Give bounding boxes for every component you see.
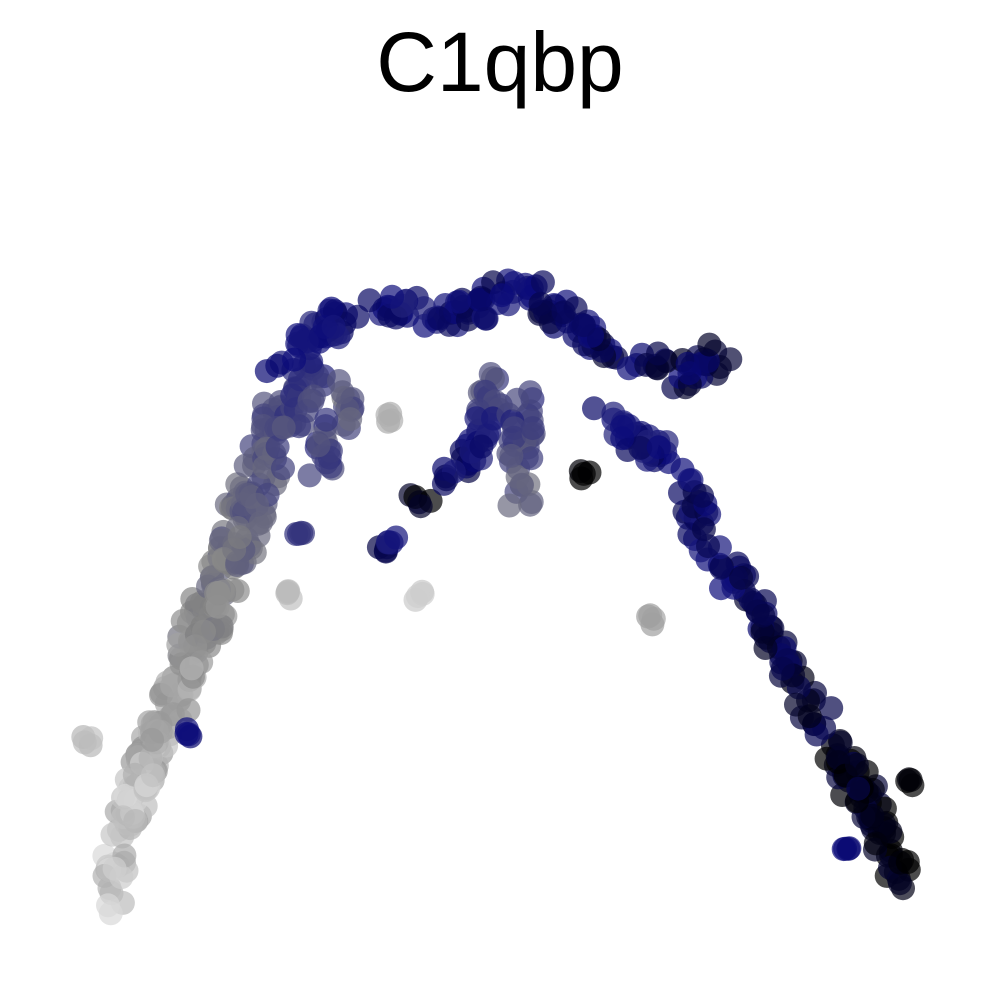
cell-point-781 bbox=[289, 520, 314, 545]
cell-point-291 bbox=[160, 702, 185, 727]
cell-point-648 bbox=[646, 435, 671, 460]
cell-point-735 bbox=[408, 494, 433, 519]
cell-point-311 bbox=[265, 434, 290, 459]
chart-title: C1qbp bbox=[376, 15, 624, 109]
cell-point-805 bbox=[577, 460, 602, 485]
cell-point-775 bbox=[520, 416, 545, 441]
cell-point-314 bbox=[140, 763, 165, 788]
cell-point-766 bbox=[497, 493, 522, 518]
cell-point-485 bbox=[697, 332, 722, 357]
cell-point-693 bbox=[338, 407, 363, 432]
cell-point-544 bbox=[819, 696, 844, 721]
cell-point-218 bbox=[113, 783, 138, 808]
cell-point-756 bbox=[518, 492, 543, 517]
cell-point-770 bbox=[501, 425, 526, 450]
cell-point-484 bbox=[357, 288, 382, 313]
cell-point-825 bbox=[72, 730, 97, 755]
cell-point-159 bbox=[102, 856, 127, 881]
cell-point-315 bbox=[140, 727, 165, 752]
cell-point-821 bbox=[176, 722, 201, 747]
cell-point-773 bbox=[510, 473, 534, 498]
cell-point-616 bbox=[887, 871, 912, 896]
cell-point-474 bbox=[646, 341, 670, 366]
cell-point-475 bbox=[447, 289, 472, 314]
cell-point-481 bbox=[675, 351, 700, 376]
cell-point-325 bbox=[301, 384, 326, 409]
cell-point-659 bbox=[844, 752, 869, 777]
cell-point-488 bbox=[321, 314, 346, 339]
cell-point-132 bbox=[233, 453, 258, 478]
cell-point-658 bbox=[860, 803, 885, 828]
cell-point-538 bbox=[582, 396, 606, 421]
cell-point-669 bbox=[751, 603, 776, 628]
cell-point-323 bbox=[271, 456, 295, 481]
cell-point-644 bbox=[628, 435, 653, 460]
cell-point-650 bbox=[709, 555, 734, 580]
cell-point-665 bbox=[797, 704, 822, 729]
cell-point-454 bbox=[345, 304, 370, 329]
cell-point-244 bbox=[123, 809, 148, 833]
cell-point-777 bbox=[499, 443, 524, 468]
cell-point-744 bbox=[431, 471, 456, 496]
cell-point-486 bbox=[319, 296, 344, 321]
cell-point-324 bbox=[271, 415, 296, 440]
cell-point-471 bbox=[571, 313, 596, 338]
cell-point-667 bbox=[729, 565, 754, 590]
cell-point-122 bbox=[98, 901, 123, 926]
cell-point-318 bbox=[206, 581, 231, 606]
cell-point-668 bbox=[696, 534, 720, 559]
cell-point-660 bbox=[863, 831, 888, 856]
cell-point-776 bbox=[505, 387, 529, 412]
cell-point-320 bbox=[227, 525, 252, 550]
cell-point-789 bbox=[384, 525, 409, 550]
cell-point-316 bbox=[245, 492, 269, 517]
cell-point-482 bbox=[282, 347, 307, 372]
cell-point-743 bbox=[469, 434, 494, 459]
cell-point-424 bbox=[427, 306, 452, 331]
cell-point-596 bbox=[670, 457, 695, 482]
cell-point-797 bbox=[405, 584, 430, 609]
cell-point-685 bbox=[297, 463, 322, 488]
cell-point-479 bbox=[380, 284, 405, 309]
cell-point-801 bbox=[378, 401, 403, 426]
cell-point-480 bbox=[530, 270, 555, 295]
cell-point-696 bbox=[306, 433, 331, 458]
cell-point-487 bbox=[551, 300, 576, 325]
cell-point-473 bbox=[489, 283, 514, 308]
cell-point-738 bbox=[464, 406, 489, 431]
cell-point-687 bbox=[314, 407, 339, 432]
cell-point-322 bbox=[179, 656, 204, 681]
cell-point-813 bbox=[836, 836, 861, 861]
cell-point-692 bbox=[330, 380, 355, 405]
cell-point-310 bbox=[137, 710, 162, 735]
cell-point-656 bbox=[690, 483, 715, 508]
cell-point-319 bbox=[192, 619, 216, 644]
cell-point-662 bbox=[804, 722, 829, 747]
cell-point-666 bbox=[770, 656, 795, 681]
cell-point-817 bbox=[898, 768, 923, 792]
cell-point-453 bbox=[528, 291, 553, 316]
cell-point-793 bbox=[275, 581, 300, 606]
cell-point-657 bbox=[610, 415, 634, 439]
cell-point-461 bbox=[467, 287, 492, 312]
cell-point-809 bbox=[636, 604, 661, 629]
cell-point-663 bbox=[846, 776, 871, 801]
cell-point-478 bbox=[473, 306, 498, 331]
cell-point-774 bbox=[519, 446, 544, 471]
cell-point-654 bbox=[895, 850, 920, 874]
